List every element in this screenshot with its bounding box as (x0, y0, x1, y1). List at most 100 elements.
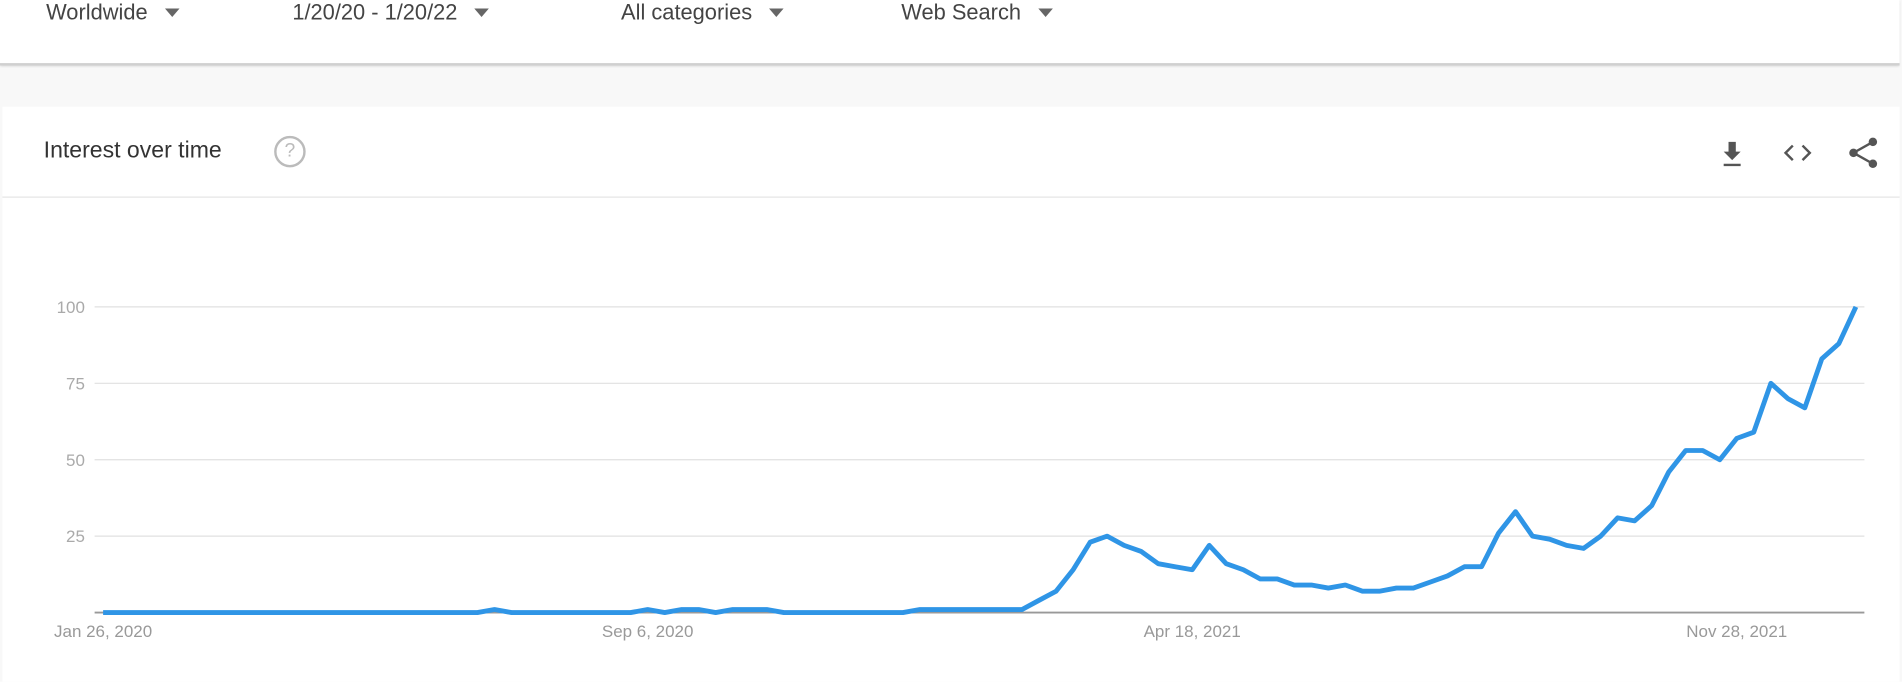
filter-bar: Worldwide 1/20/20 - 1/20/22 All categori… (0, 0, 1900, 66)
data-point (883, 610, 888, 615)
download-icon[interactable] (1715, 136, 1749, 170)
data-point (1071, 567, 1076, 572)
data-point (849, 610, 854, 615)
data-point (1309, 583, 1314, 588)
data-point (1037, 598, 1042, 603)
data-point (1513, 509, 1518, 514)
data-point (1496, 531, 1501, 536)
data-point (577, 610, 582, 615)
data-point (1683, 448, 1688, 453)
embed-code-icon[interactable] (1781, 136, 1815, 170)
data-point (339, 610, 344, 615)
data-point (662, 610, 667, 615)
data-point (1394, 586, 1399, 591)
search-type-dropdown[interactable]: Web Search (901, 0, 1053, 25)
card-header: Interest over time ? (2, 107, 1900, 198)
data-point (526, 610, 531, 615)
data-point (1020, 607, 1025, 612)
x-tick-label: Apr 18, 2021 (1144, 622, 1241, 641)
data-point (1275, 577, 1280, 582)
data-point (237, 610, 242, 615)
date-range-label: 1/20/20 - 1/20/22 (292, 0, 458, 25)
data-point (1105, 534, 1110, 539)
data-point (322, 610, 327, 615)
data-point (900, 610, 905, 615)
chevron-down-icon (769, 8, 784, 17)
data-point (1717, 457, 1722, 462)
data-point (373, 610, 378, 615)
interest-over-time-card: Interest over time ? (2, 106, 1900, 682)
data-point (1649, 503, 1654, 508)
x-tick-label: Jan 26, 2020 (54, 622, 152, 641)
data-point (611, 610, 616, 615)
data-point (203, 610, 208, 615)
data-point (118, 610, 123, 615)
data-point (696, 607, 701, 612)
date-range-dropdown[interactable]: 1/20/20 - 1/20/22 (292, 0, 489, 25)
region-dropdown[interactable]: Worldwide (46, 0, 180, 25)
data-point (798, 610, 803, 615)
data-point (1785, 396, 1790, 401)
x-tick-label: Nov 28, 2021 (1686, 622, 1787, 641)
data-point (441, 610, 446, 615)
data-point (390, 610, 395, 615)
data-point (1751, 430, 1756, 435)
card-title: Interest over time (43, 138, 222, 164)
data-point (594, 610, 599, 615)
data-point (747, 607, 752, 612)
category-dropdown[interactable]: All categories (621, 0, 784, 25)
chevron-down-icon (164, 8, 180, 17)
data-point (1088, 540, 1093, 545)
data-point (781, 610, 786, 615)
data-point (1734, 436, 1739, 441)
data-point (1700, 448, 1705, 453)
data-point (1428, 580, 1433, 585)
y-tick-label: 25 (66, 527, 85, 546)
data-point (679, 607, 684, 612)
data-point (1190, 567, 1195, 572)
data-point (1173, 564, 1178, 569)
data-point (407, 610, 412, 615)
data-point (1547, 537, 1552, 542)
data-point (1479, 564, 1484, 569)
data-point (1666, 470, 1671, 475)
data-point (1819, 356, 1824, 361)
data-point (866, 610, 871, 615)
data-point (1326, 586, 1331, 591)
data-point (1224, 561, 1229, 566)
data-point (1122, 543, 1127, 548)
data-point (152, 610, 157, 615)
data-point (1768, 381, 1773, 386)
question-circle-icon[interactable]: ? (274, 135, 306, 168)
data-point (1632, 518, 1637, 523)
data-point (101, 610, 106, 615)
data-point (1581, 546, 1586, 551)
data-point (254, 610, 259, 615)
data-point (1530, 534, 1535, 539)
data-point (969, 607, 974, 612)
data-point (1836, 341, 1841, 346)
data-point (645, 607, 650, 612)
data-point (1054, 589, 1059, 594)
share-icon[interactable] (1846, 136, 1880, 170)
data-point (1564, 543, 1569, 548)
data-point (832, 610, 837, 615)
data-point (1615, 515, 1620, 520)
y-tick-label: 50 (66, 451, 85, 470)
search-type-label: Web Search (901, 0, 1022, 25)
data-point (764, 607, 769, 612)
data-point (1343, 583, 1348, 588)
chevron-down-icon (474, 8, 489, 17)
data-point (475, 610, 480, 615)
data-point (1139, 549, 1144, 554)
region-label: Worldwide (46, 0, 148, 25)
data-point (220, 610, 225, 615)
x-tick-label: Sep 6, 2020 (602, 622, 694, 641)
data-point (1156, 561, 1161, 566)
data-point (271, 610, 276, 615)
data-point (935, 607, 940, 612)
data-point (1360, 589, 1365, 594)
data-point (1802, 405, 1807, 410)
data-point (1241, 567, 1246, 572)
